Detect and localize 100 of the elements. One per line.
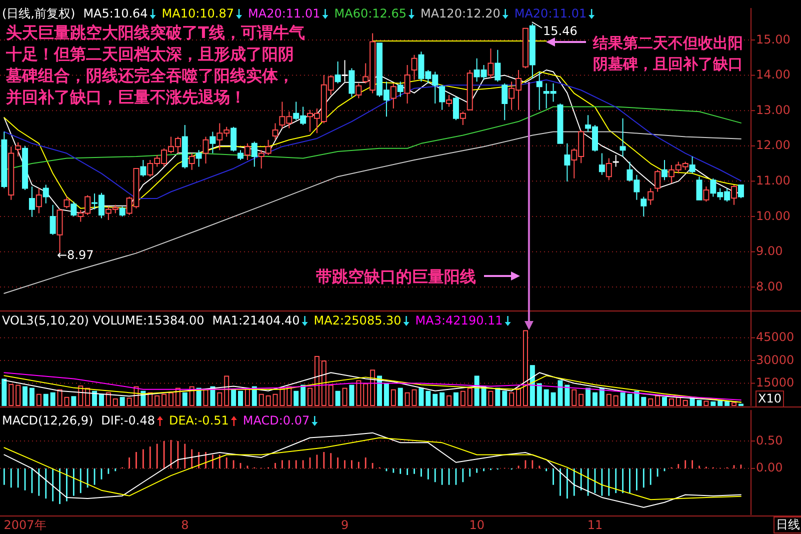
annotation: 15.46 (543, 24, 578, 38)
bar (446, 395, 452, 406)
annotation: MACD:0.07 (242, 413, 310, 428)
candlestick (738, 184, 744, 199)
bar (342, 388, 348, 406)
candlestick (64, 196, 70, 209)
annotation: MA20:11.01 (248, 6, 320, 20)
y-tick-label: 13.00 (756, 102, 790, 117)
candlestick (36, 188, 42, 214)
bar (495, 388, 500, 406)
bar (426, 390, 431, 406)
bar (16, 384, 21, 406)
bar (453, 392, 458, 406)
bar (682, 400, 688, 406)
bar (321, 360, 326, 406)
line-series (4, 131, 742, 294)
bar (440, 392, 445, 406)
candlestick (397, 81, 404, 98)
bar (203, 389, 208, 406)
bar (106, 392, 111, 406)
candlestick (620, 118, 626, 157)
candlestick (411, 54, 418, 80)
candlestick (689, 156, 696, 174)
candlestick (42, 184, 49, 204)
bar (308, 388, 313, 406)
candlestick (460, 111, 466, 126)
x-tick-label: 8 (181, 518, 189, 532)
bar (502, 390, 508, 406)
text: MA10:10.87 (162, 6, 234, 20)
bar (599, 388, 604, 406)
bar (314, 356, 320, 406)
candlestick (404, 64, 410, 104)
candlestick (8, 146, 14, 200)
bar (258, 394, 264, 406)
candlestick (238, 150, 244, 160)
bar (412, 389, 417, 406)
candlestick (606, 158, 612, 181)
text: MA2:25085.30 (314, 313, 402, 328)
candlestick (390, 82, 396, 109)
chart-title: (日线,前复权) (2, 6, 76, 20)
candlestick (557, 103, 564, 144)
bar (732, 402, 737, 406)
text: MA20:11.01 (514, 6, 587, 20)
y-tick-label: 15000 (756, 376, 794, 390)
candlestick (15, 142, 22, 157)
annotation: 结果第二天不但收出阳阴墓碑，且回补了缺口 (592, 34, 743, 73)
bar (634, 390, 640, 406)
chart-title: VOL3(5,10,20) VOLUME:15384.00 (2, 313, 204, 328)
bar (286, 386, 292, 406)
candlestick (488, 48, 494, 79)
bar (92, 390, 98, 406)
candlestick (251, 141, 258, 168)
bar (481, 386, 486, 406)
bar (718, 400, 723, 406)
bar (668, 398, 674, 406)
chart-title: MACD(12,26,9) (2, 413, 94, 428)
bar (112, 398, 118, 406)
bar (196, 388, 202, 406)
bar (662, 396, 668, 406)
line-series (4, 437, 742, 500)
bar (676, 396, 681, 406)
bar (370, 370, 376, 406)
candlestick (640, 196, 647, 217)
bar (98, 394, 104, 406)
bar (648, 398, 654, 406)
y-tick-label: 11.00 (756, 173, 790, 188)
candlestick (196, 150, 202, 168)
candlestick (536, 71, 542, 110)
x-tick-label: 10 (469, 518, 484, 532)
line-series (4, 432, 742, 508)
bar (606, 394, 612, 406)
bar (120, 396, 125, 406)
candlestick (182, 124, 188, 169)
bar (36, 394, 42, 406)
bar (710, 401, 716, 406)
bar (641, 396, 646, 406)
candlestick (22, 145, 28, 190)
bar (655, 395, 660, 406)
bar (154, 395, 160, 406)
bar (696, 400, 702, 406)
candlestick (140, 160, 146, 178)
bar (398, 388, 403, 406)
bar (238, 390, 243, 406)
bar (724, 401, 730, 406)
text: DEA:-0.51 (168, 413, 229, 428)
bar (384, 383, 389, 406)
candlestick (494, 49, 501, 82)
bar (294, 390, 299, 406)
candlestick (648, 188, 654, 206)
candlestick (529, 23, 536, 79)
y-tick-label: 8.00 (756, 279, 783, 294)
y-tick-label: 12.00 (756, 138, 790, 152)
bar (578, 394, 584, 406)
bar (564, 384, 570, 406)
candlestick (522, 28, 528, 69)
candlestick (612, 154, 619, 168)
bar (377, 376, 382, 406)
y-tick-label: 0.00 (756, 460, 783, 475)
bar (300, 384, 306, 406)
candlestick (662, 160, 668, 181)
